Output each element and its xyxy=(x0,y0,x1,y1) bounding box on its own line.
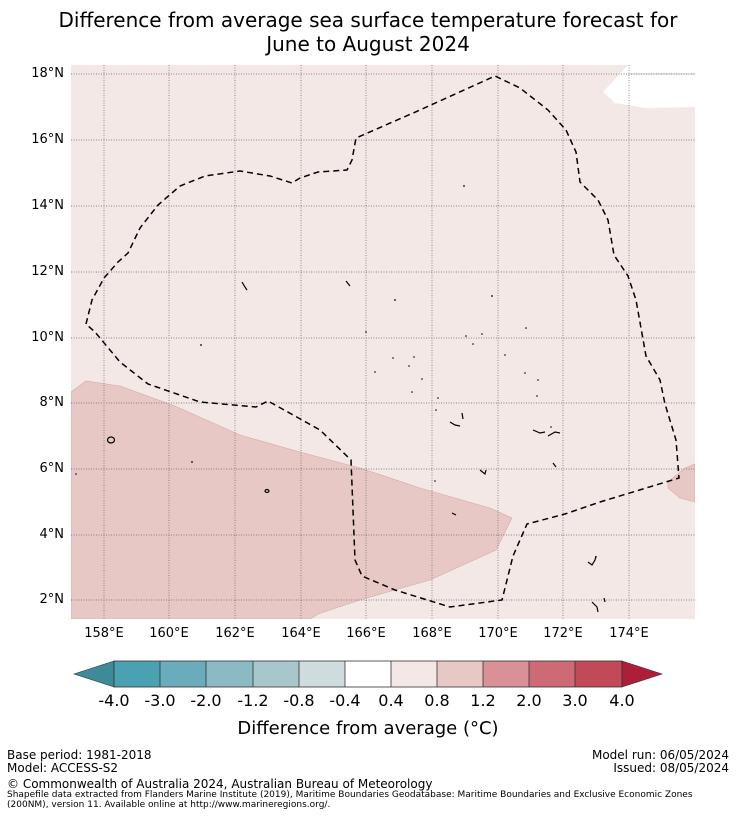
colorbar-tick: -0.8 xyxy=(283,691,315,710)
island xyxy=(264,488,270,494)
lon-label-160e: 160°E xyxy=(149,626,189,641)
colorbar-tick: 0.8 xyxy=(424,691,450,710)
islets xyxy=(75,185,597,558)
colorbar-arrow-low xyxy=(73,660,115,688)
title-line-2: June to August 2024 xyxy=(266,32,470,56)
island xyxy=(603,597,606,603)
colorbar-segment xyxy=(299,661,345,687)
graticule xyxy=(71,65,695,619)
island xyxy=(587,555,597,566)
island xyxy=(461,412,464,420)
model-run: Model run: 06/05/2024 xyxy=(591,748,729,762)
colorbar-segment xyxy=(437,661,483,687)
colorbar-title: Difference from average (°C) xyxy=(237,718,499,739)
island xyxy=(552,462,557,468)
colorbar-segment xyxy=(253,661,299,687)
colorbar-segment xyxy=(206,661,253,687)
colorbar-tick: -0.4 xyxy=(329,691,361,710)
colorbar xyxy=(73,660,663,688)
lon-label-174e: 174°E xyxy=(609,626,649,641)
lon-label-168e: 168°E xyxy=(412,626,452,641)
eez-boundary xyxy=(85,75,680,608)
title-line-1: Difference from average sea surface temp… xyxy=(58,8,678,32)
colorbar-segment xyxy=(529,661,575,687)
warm-anomaly-region xyxy=(71,380,513,619)
lon-label-170e: 170°E xyxy=(478,626,518,641)
warm-anomaly-edge xyxy=(667,463,695,503)
copyright: © Commonwealth of Australia 2024, Austra… xyxy=(7,777,433,791)
colorbar-tick: -4.0 xyxy=(98,691,130,710)
lat-label-2n: 2°N xyxy=(39,592,65,607)
source-line-1: Shapefile data extracted from Flanders M… xyxy=(7,790,693,800)
colorbar-tick: 0.4 xyxy=(378,691,404,710)
issued-date: Issued: 08/05/2024 xyxy=(613,761,729,775)
islands xyxy=(106,280,606,613)
colorbar-segment xyxy=(114,661,160,687)
colorbar-tick: -2.0 xyxy=(190,691,222,710)
lat-label-12n: 12°N xyxy=(31,264,64,279)
island xyxy=(449,421,461,427)
lon-label-166e: 166°E xyxy=(346,626,386,641)
colorbar-segment xyxy=(391,661,437,687)
lat-label-4n: 4°N xyxy=(39,527,65,542)
colorbar-tick: 1.2 xyxy=(470,691,496,710)
island xyxy=(591,601,599,613)
base-period: Base period: 1981-2018 xyxy=(7,748,152,762)
island xyxy=(345,280,351,287)
lon-label-158e: 158°E xyxy=(84,626,124,641)
colorbar-tick: -3.0 xyxy=(144,691,176,710)
island xyxy=(532,429,546,434)
island xyxy=(451,512,457,516)
map-title: Difference from average sea surface temp… xyxy=(0,8,736,56)
colorbar-arrow-high xyxy=(621,660,663,688)
colorbar-segment xyxy=(345,661,391,687)
lon-label-172e: 172°E xyxy=(543,626,583,641)
colorbar-segment xyxy=(483,661,529,687)
lat-label-10n: 10°N xyxy=(31,330,64,345)
island xyxy=(106,436,116,444)
colorbar-segment xyxy=(160,661,206,687)
island xyxy=(547,431,561,437)
lat-label-18n: 18°N xyxy=(31,66,64,81)
lat-label-14n: 14°N xyxy=(31,198,64,213)
lat-label-6n: 6°N xyxy=(39,461,65,476)
colorbar-tick: -1.2 xyxy=(237,691,269,710)
model-name: Model: ACCESS-S2 xyxy=(7,761,119,775)
source-line-2: (200NM), version 11. Available online at… xyxy=(7,800,331,810)
lon-label-164e: 164°E xyxy=(281,626,321,641)
no-data-patch xyxy=(603,65,695,108)
colorbar-tick: 4.0 xyxy=(609,691,635,710)
colorbar-tick: 2.0 xyxy=(516,691,542,710)
lon-label-162e: 162°E xyxy=(215,626,255,641)
colorbar-segment xyxy=(575,661,622,687)
colorbar-tick: 3.0 xyxy=(562,691,588,710)
lat-label-8n: 8°N xyxy=(39,395,65,410)
island xyxy=(241,281,248,291)
island xyxy=(479,469,487,476)
lat-label-16n: 16°N xyxy=(31,132,64,147)
